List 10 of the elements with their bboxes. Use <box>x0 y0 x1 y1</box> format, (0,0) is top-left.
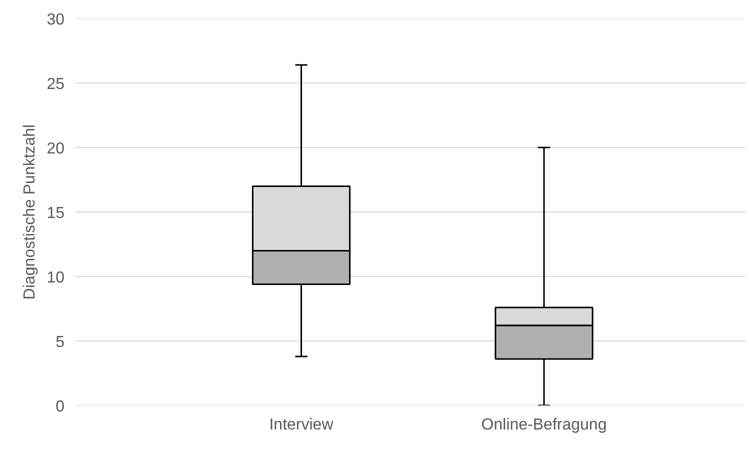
y-tick-label: 0 <box>56 398 65 416</box>
y-tick-label: 15 <box>46 205 65 222</box>
y-tick-label: 10 <box>46 270 65 286</box>
y-tick-label: 5 <box>56 334 65 351</box>
x-tick-label: Online-Befragung <box>481 416 607 434</box>
y-tick-label: 30 <box>46 12 65 28</box>
y-tick-label: 20 <box>46 140 65 158</box>
x-tick-label: Interview <box>269 416 334 434</box>
y-tick-label: 25 <box>46 76 65 93</box>
y-axis-title: Diagnostische Punktzahl <box>22 124 39 300</box>
